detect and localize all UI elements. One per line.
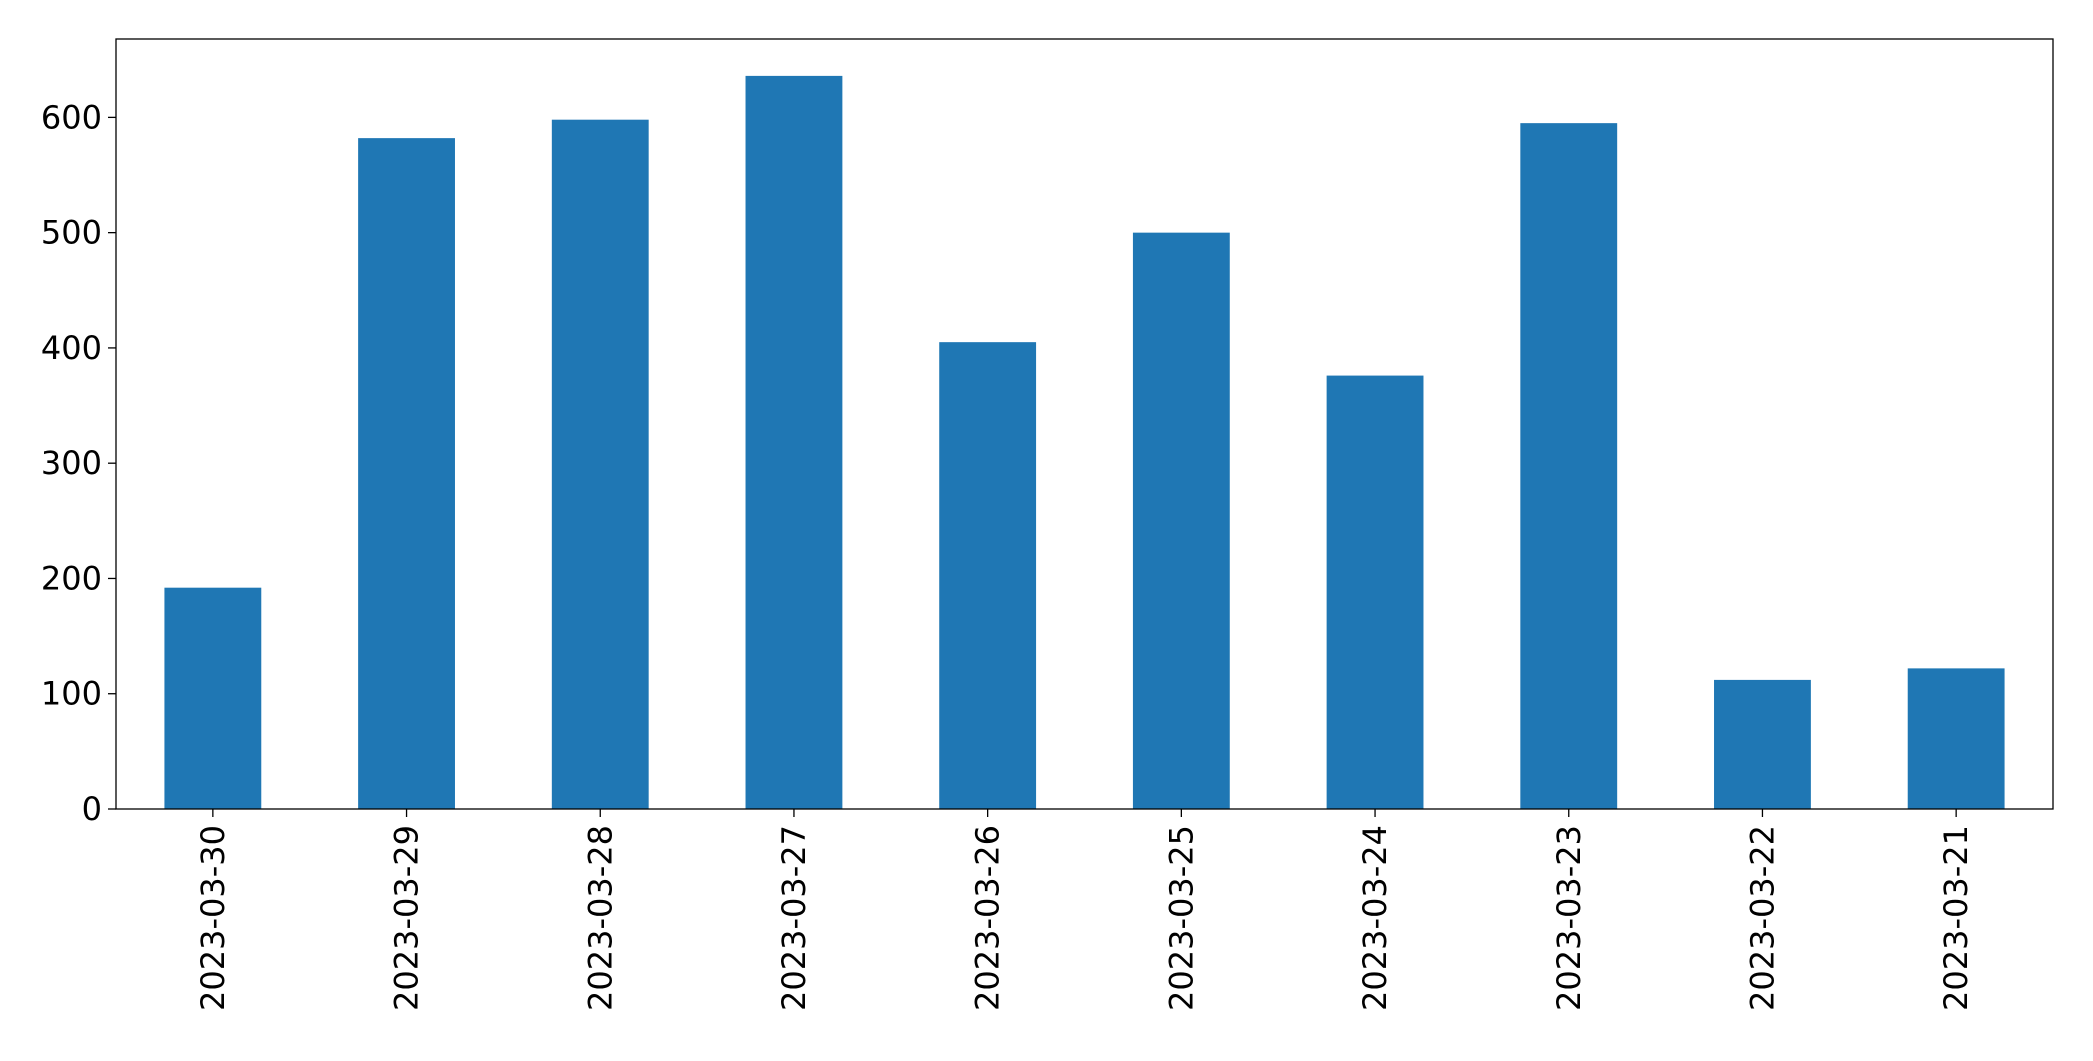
plot-frame bbox=[115, 38, 2054, 810]
x-tick-label: 2023-03-24 bbox=[1356, 825, 1394, 1011]
bar bbox=[1714, 679, 1811, 809]
x-tick-label: 2023-03-29 bbox=[388, 825, 426, 1011]
bar bbox=[1326, 375, 1424, 809]
bar bbox=[551, 119, 649, 810]
x-tick-label: 2023-03-22 bbox=[1743, 825, 1781, 1011]
y-tick-label: 300 bbox=[41, 444, 102, 482]
y-tick-label: 400 bbox=[41, 329, 102, 367]
x-tick-label: 2023-03-25 bbox=[1162, 825, 1200, 1011]
y-tick-label: 0 bbox=[82, 790, 102, 828]
x-tick-label: 2023-03-28 bbox=[581, 825, 619, 1011]
y-tick-label: 100 bbox=[41, 675, 102, 713]
x-tick-label: 2023-03-21 bbox=[1937, 825, 1975, 1011]
x-tick-label: 2023-03-23 bbox=[1550, 825, 1588, 1011]
bar bbox=[939, 342, 1037, 809]
y-tick-label: 200 bbox=[41, 559, 102, 597]
bar bbox=[1132, 232, 1230, 809]
y-tick-label: 600 bbox=[41, 98, 102, 136]
bar bbox=[1520, 123, 1618, 809]
y-tick-label: 500 bbox=[41, 214, 102, 252]
bar bbox=[358, 138, 455, 810]
bar bbox=[1907, 668, 2005, 809]
x-tick-label: 2023-03-27 bbox=[775, 825, 813, 1011]
x-tick-label: 2023-03-26 bbox=[969, 825, 1007, 1011]
bar bbox=[745, 75, 843, 809]
x-tick-label: 2023-03-30 bbox=[194, 825, 232, 1011]
bar bbox=[164, 587, 262, 809]
